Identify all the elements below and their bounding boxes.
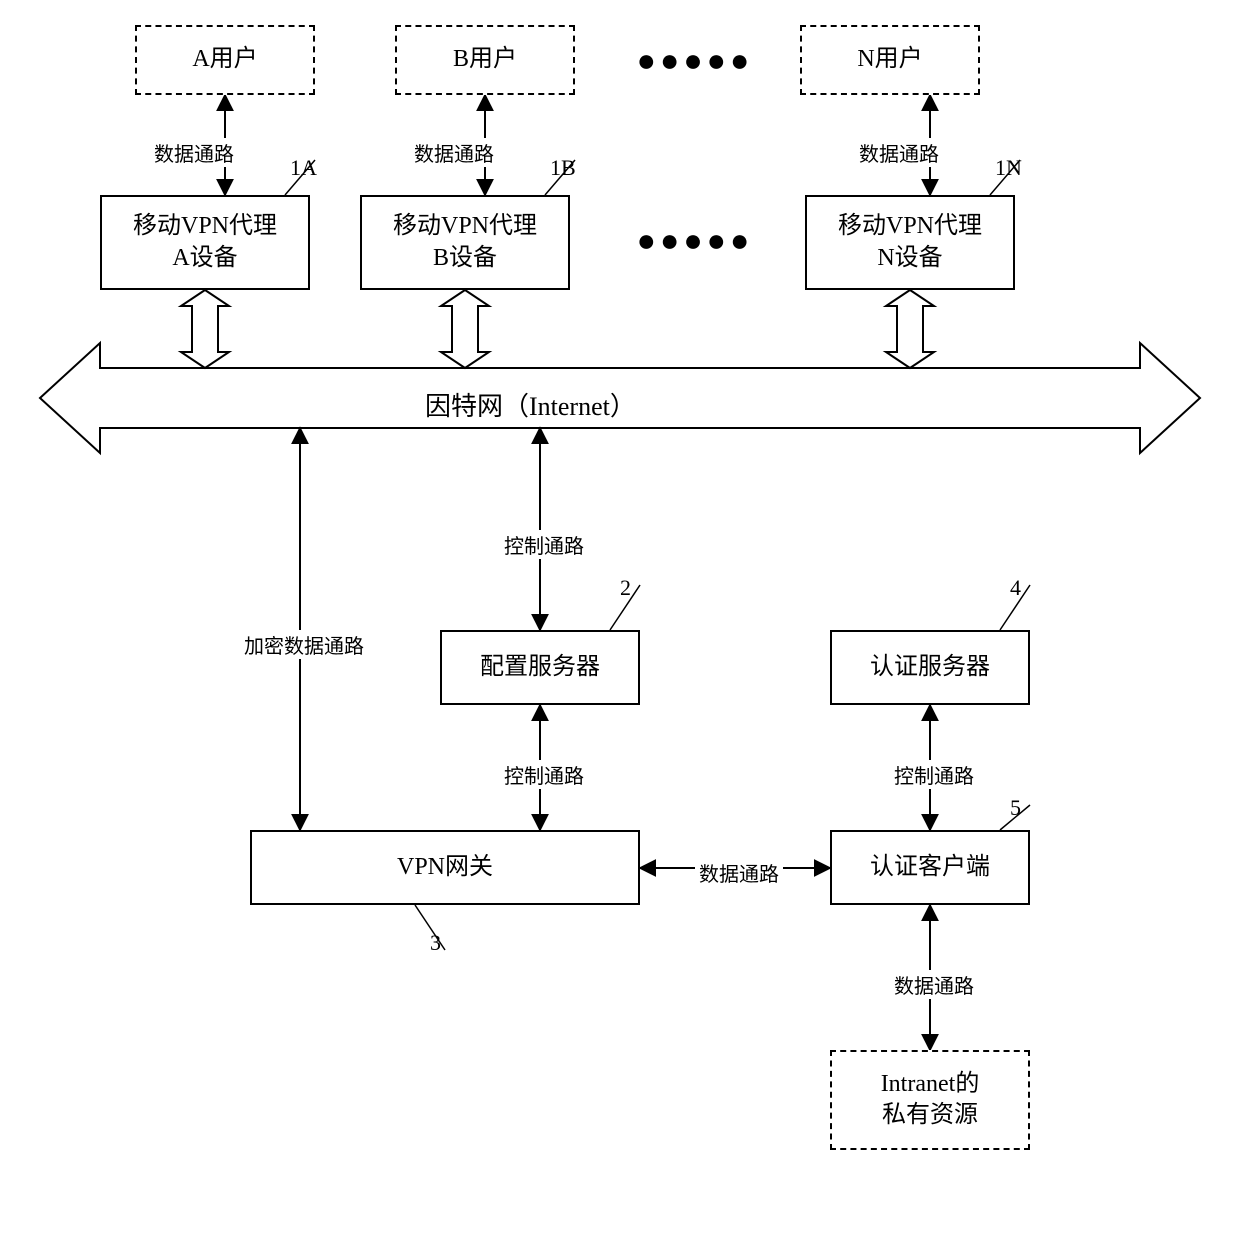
edge-un-pn-label: 数据通路 (855, 138, 943, 167)
ellipsis-users: ●●●●● (625, 45, 765, 75)
proxy-n-tag: 1N (995, 155, 1022, 181)
edge-cfg-gw-label: 控制通路 (500, 760, 588, 789)
vpn-architecture-diagram: A用户 B用户 N用户 ●●●●● 移动VPN代理 A设备 1A 移动VPN代理… (0, 0, 1240, 1253)
edge-inet-gw-label: 加密数据通路 (240, 630, 368, 659)
proxy-a-node: 移动VPN代理 A设备 (100, 195, 310, 290)
config-server-label: 配置服务器 (480, 652, 600, 683)
user-a-node: A用户 (135, 25, 315, 95)
auth-server-tag: 4 (1010, 575, 1021, 601)
proxy-b-label: 移动VPN代理 B设备 (393, 211, 537, 273)
edge-ac-intr-label: 数据通路 (890, 970, 978, 999)
proxy-b-tag: 1B (550, 155, 576, 181)
proxy-n-label: 移动VPN代理 N设备 (838, 211, 982, 273)
config-server-tag: 2 (620, 575, 631, 601)
intranet-node: Intranet的 私有资源 (830, 1050, 1030, 1150)
intranet-label: Intranet的 私有资源 (881, 1069, 980, 1131)
edge-ub-pb-label: 数据通路 (410, 138, 498, 167)
user-n-node: N用户 (800, 25, 980, 95)
proxy-n-node: 移动VPN代理 N设备 (805, 195, 1015, 290)
edge-as-ac-label: 控制通路 (890, 760, 978, 789)
proxy-b-node: 移动VPN代理 B设备 (360, 195, 570, 290)
auth-server-label: 认证服务器 (870, 652, 990, 683)
user-a-label: A用户 (192, 44, 257, 75)
ellipsis-proxies: ●●●●● (625, 225, 765, 255)
auth-server-node: 认证服务器 (830, 630, 1030, 705)
user-b-node: B用户 (395, 25, 575, 95)
user-n-label: N用户 (857, 44, 922, 75)
auth-client-tag: 5 (1010, 795, 1021, 821)
auth-client-label: 认证客户端 (870, 852, 990, 883)
internet-label: 因特网（Internet） (425, 386, 636, 423)
vpn-gateway-node: VPN网关 (250, 830, 640, 905)
user-b-label: B用户 (453, 44, 517, 75)
arrows-layer (0, 0, 1240, 1253)
auth-client-node: 认证客户端 (830, 830, 1030, 905)
proxy-a-tag: 1A (290, 155, 317, 181)
vpn-gateway-tag: 3 (430, 930, 441, 956)
config-server-node: 配置服务器 (440, 630, 640, 705)
edge-gw-ac-label: 数据通路 (695, 858, 783, 887)
edge-inet-cfg-label: 控制通路 (500, 530, 588, 559)
vpn-gateway-label: VPN网关 (397, 852, 493, 883)
proxy-a-label: 移动VPN代理 A设备 (133, 211, 277, 273)
edge-ua-pa-label: 数据通路 (150, 138, 238, 167)
